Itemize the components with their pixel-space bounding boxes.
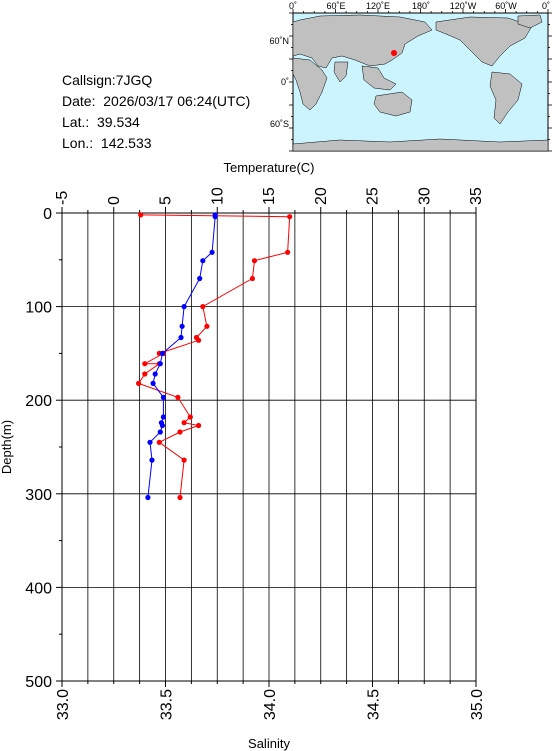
temperature-point	[157, 429, 163, 435]
axis-ticks	[56, 207, 477, 687]
salinity-tick-label: 33.5	[159, 689, 176, 720]
salinity-point	[187, 414, 193, 420]
date-text: Date: 2026/03/17 06:24(UTC)	[62, 93, 251, 109]
temperature-tick-label: 30	[416, 187, 433, 205]
map-top-label-0: 0˚	[289, 1, 297, 11]
temperature-point	[209, 249, 215, 255]
salinity-point	[142, 361, 148, 367]
salinity-axis-label: Salinity	[248, 736, 290, 751]
salinity-tick-label: 34.5	[366, 689, 383, 720]
temperature-point	[152, 371, 158, 377]
depth-tick-label: 200	[25, 393, 52, 410]
depth-tick-label: 400	[25, 580, 52, 597]
temperature-tick-label: -5	[54, 191, 71, 205]
salinity-tick-label: 35.0	[469, 689, 486, 720]
depth-tick-labels: 0 100 200 300 400 500	[25, 206, 52, 691]
land-greenland	[517, 14, 543, 29]
callsign-text: Callsign:7JGQ	[62, 72, 153, 88]
land-antarctica	[292, 138, 549, 152]
map-top-label-6: 0˚	[542, 1, 550, 11]
map-land	[292, 14, 549, 152]
salinity-point	[177, 429, 183, 435]
temperature-tick-label: 20	[313, 187, 330, 205]
longitude-text: Lon.: 142.533	[62, 135, 152, 151]
land-southeast-asia	[361, 65, 397, 91]
series-layer	[136, 212, 293, 501]
temperature-point	[145, 494, 151, 501]
salinity-tick-label: 34.0	[262, 689, 279, 720]
depth-tick-label: 500	[25, 674, 52, 691]
depth-tick-label: 100	[25, 300, 52, 317]
temperature-point	[200, 258, 206, 264]
map-top-label-4: 120˚W	[450, 1, 477, 11]
salinity-point	[181, 457, 187, 463]
salinity-point	[156, 439, 162, 445]
salinity-point	[142, 371, 148, 377]
latitude-text: Lat.: 39.534	[62, 114, 140, 130]
temperature-tick-label: 10	[209, 187, 226, 205]
temperature-tick-labels: -5 0 5 10 15 20 25 30 35	[54, 187, 485, 205]
temperature-tick-label: 15	[261, 187, 278, 205]
land-indian-subcontinent	[333, 61, 349, 83]
temperature-point	[159, 350, 165, 356]
temperature-point	[147, 439, 153, 445]
salinity-point	[285, 249, 291, 255]
salinity-point	[249, 275, 255, 282]
salinity-point	[251, 258, 258, 264]
salinity-point	[196, 337, 202, 343]
map-tick-marks	[289, 9, 552, 152]
salinity-point	[196, 422, 202, 429]
salinity-point	[204, 323, 210, 329]
temperature-tick-label: 35	[468, 187, 485, 205]
map-left-label-2: 60˚S	[270, 119, 289, 129]
salinity-point	[177, 494, 183, 501]
map-left-label-0: 60˚N	[269, 36, 289, 46]
land-south-america	[489, 71, 523, 125]
map-top-label-3: 180˚	[412, 1, 430, 11]
map-left-label-1: 0˚	[281, 77, 289, 87]
salinity-point	[175, 394, 181, 400]
salinity-point	[138, 212, 144, 218]
land-australia	[373, 91, 413, 117]
station-marker	[391, 50, 397, 56]
salinity-tick-label: 33.0	[55, 689, 72, 720]
temperature-point	[179, 323, 185, 329]
temperature-axis-label: Temperature(C)	[223, 160, 314, 175]
temperature-point	[178, 334, 184, 341]
land-north-america	[435, 16, 533, 67]
temperature-point	[197, 275, 203, 282]
depth-tick-label: 300	[25, 487, 52, 504]
land-europe-asia	[292, 14, 433, 69]
temperature-point	[160, 394, 166, 400]
salinity-point	[287, 214, 293, 220]
temperature-tick-label: 25	[365, 187, 382, 205]
depth-tick-label: 0	[43, 206, 52, 223]
map-top-label-5: 60˚W	[495, 1, 517, 11]
temperature-point	[159, 422, 165, 429]
temperature-point	[181, 304, 187, 310]
salinity-point	[136, 380, 142, 386]
temperature-point	[160, 414, 166, 420]
depth-axis-label: Depth(m)	[0, 420, 14, 474]
map-top-label-2: 120˚E	[366, 1, 390, 11]
temperature-tick-label: 0	[106, 196, 123, 205]
salinity-line	[137, 214, 291, 498]
temperature-point	[150, 380, 156, 386]
temperature-point	[157, 361, 163, 367]
chart-grid	[62, 213, 476, 681]
station-info: Callsign:7JGQ Date: 2026/03/17 06:24(UTC…	[62, 70, 250, 154]
temperature-tick-label: 5	[158, 196, 175, 205]
salinity-tick-labels: 33.0 33.5 34.0 34.5 35.0	[55, 689, 486, 720]
temperature-point	[149, 457, 155, 463]
land-africa	[292, 57, 328, 111]
temperature-point	[212, 214, 218, 220]
salinity-point	[181, 420, 187, 426]
map-top-label-1: 60˚E	[326, 1, 345, 11]
salinity-point	[200, 304, 206, 310]
world-map: 0˚ 60˚E 120˚E 180˚ 120˚W 60˚W 0˚ 60˚N 0˚…	[269, 1, 552, 152]
